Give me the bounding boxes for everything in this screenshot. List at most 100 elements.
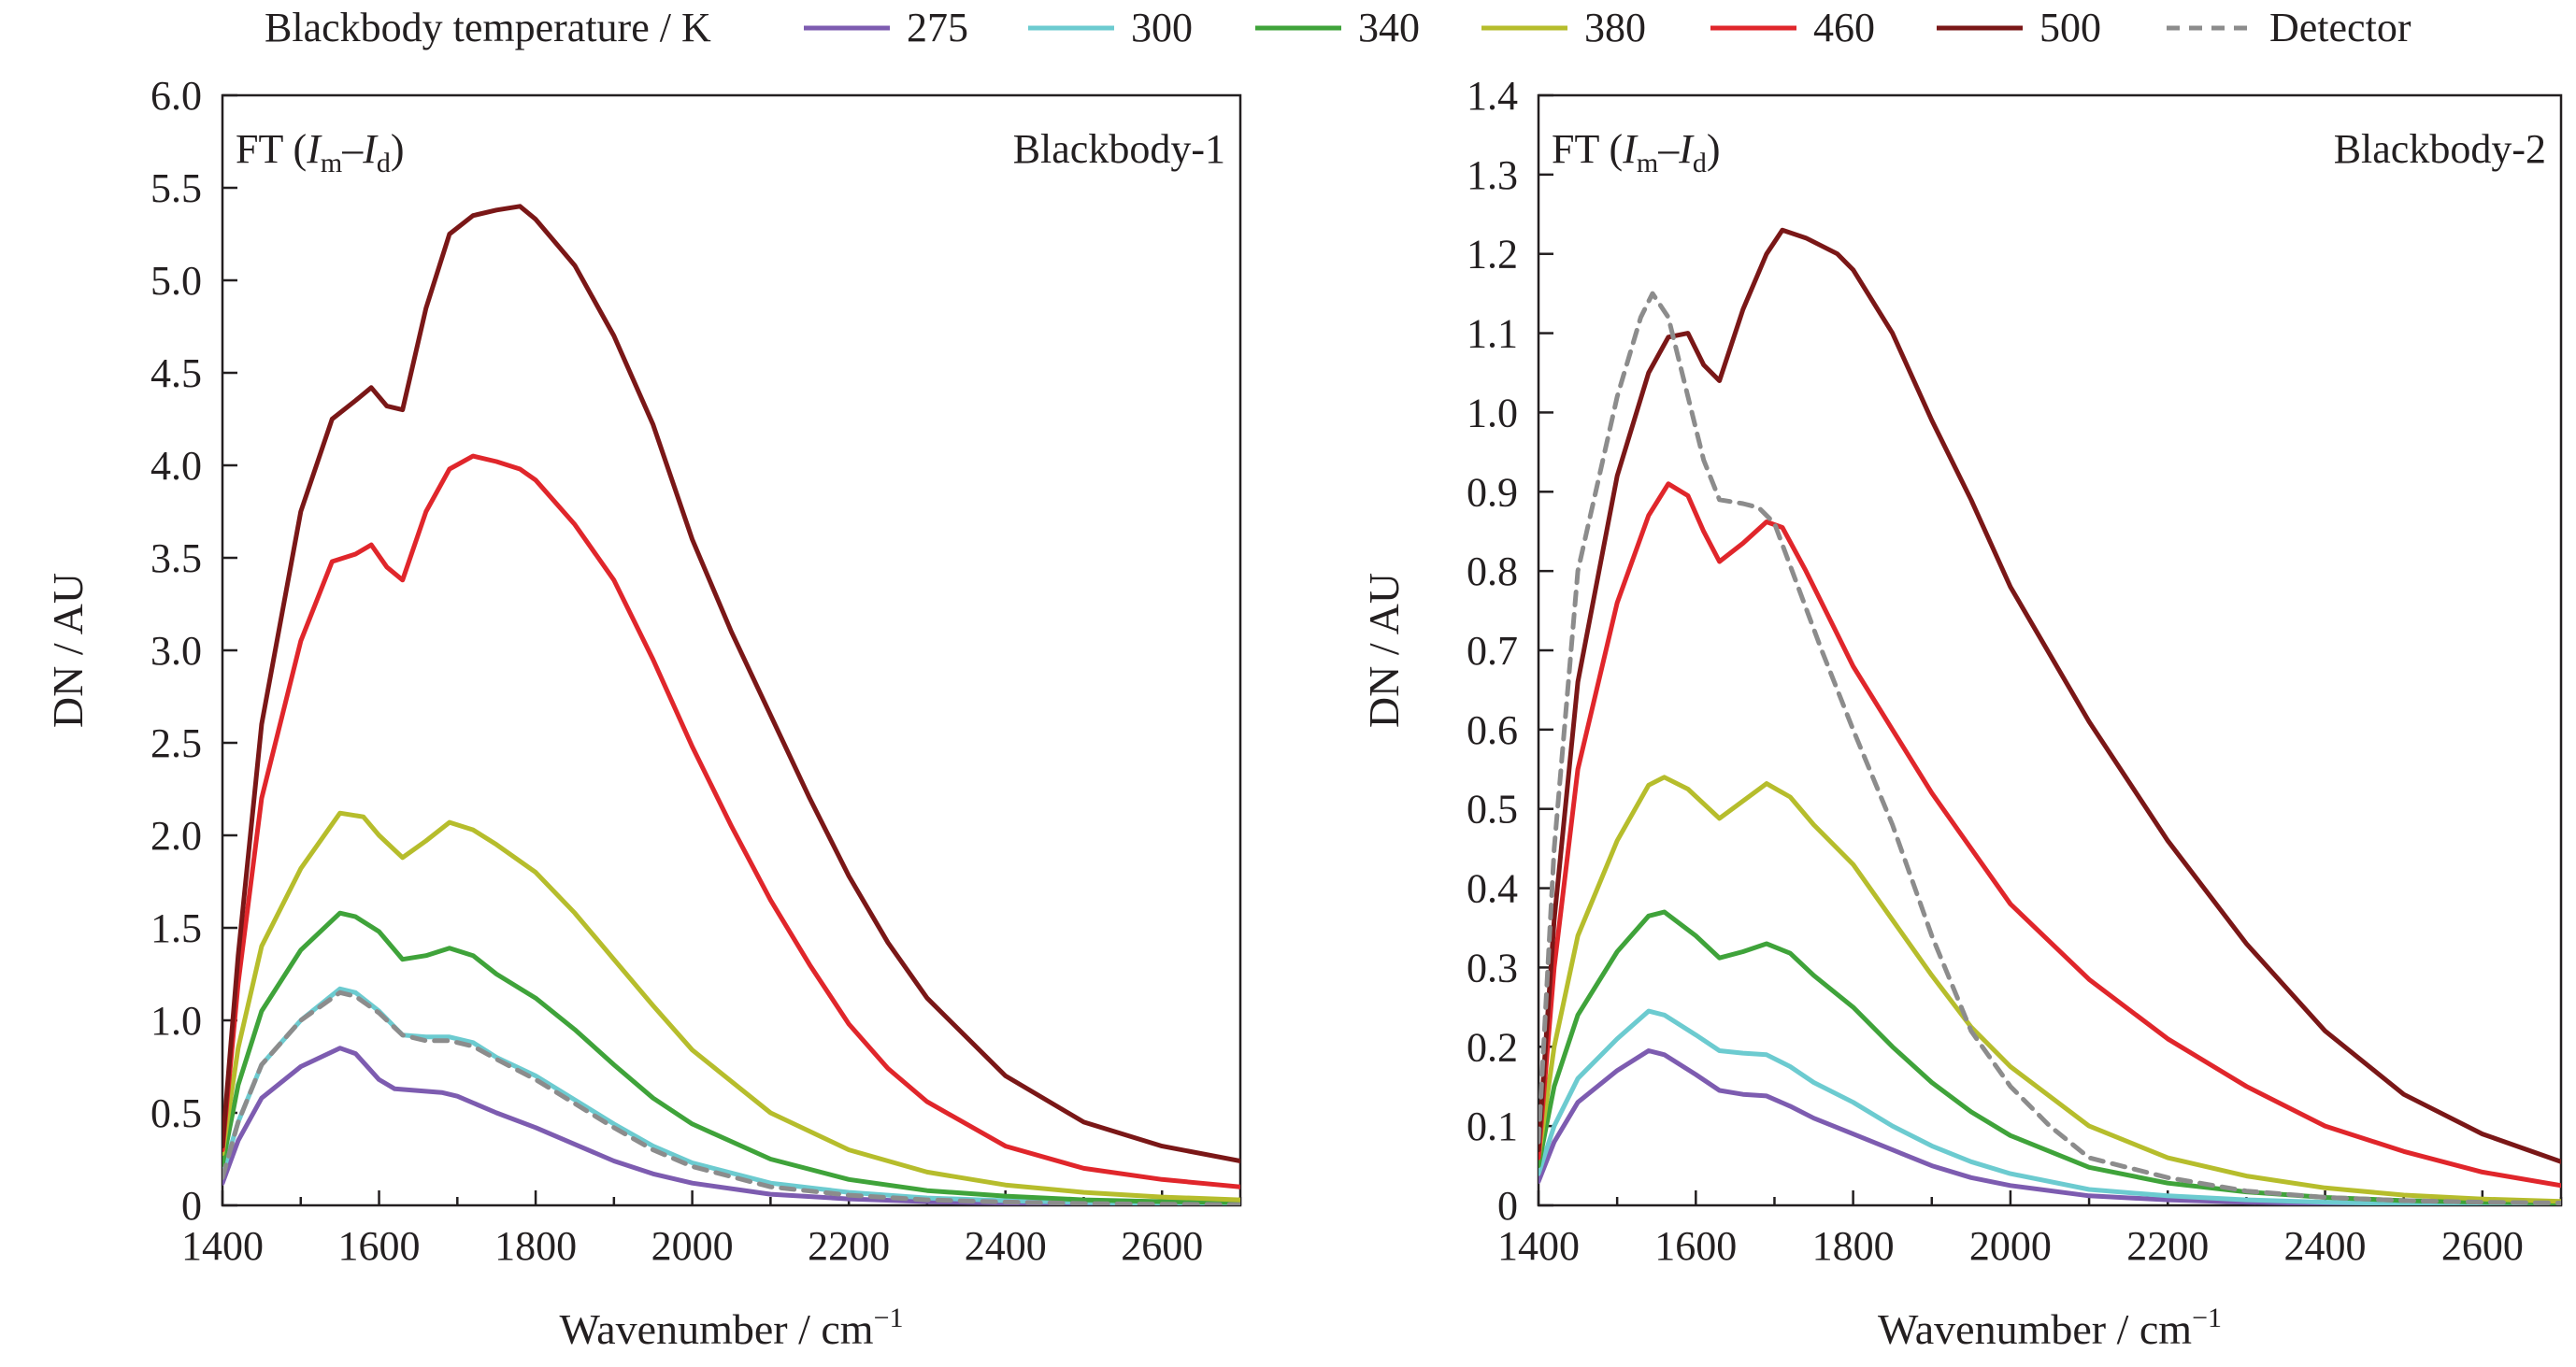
legend: Blackbody temperature / K 275 300 340 380 46… — [265, 5, 2411, 50]
annotation-part: FT ( — [1552, 126, 1623, 172]
annotation-part: FT ( — [236, 126, 307, 172]
x-tick-label: 1400 — [1497, 1223, 1580, 1269]
annotation-part: m — [321, 148, 342, 178]
y-tick-label: 3.5 — [150, 535, 202, 581]
panel-blackbody-2: 1400 1600 1800 2000 2200 2400 2600 0 0.1 0.2 0.3 0.… — [1360, 73, 2563, 1353]
legend-entries: 275 300 340 380 460 500 Detector — [804, 5, 2411, 50]
legend-label: Detector — [2269, 5, 2411, 50]
x-tick-label: 2400 — [965, 1223, 1047, 1269]
legend-label: 380 — [1584, 5, 1646, 50]
x-tick-label: 1600 — [338, 1223, 421, 1269]
annotation-part: ) — [391, 126, 405, 172]
x-tick-label: 1800 — [1812, 1223, 1895, 1269]
x-axis-title: Wavenumber / cm−1 — [1878, 1303, 2222, 1353]
series-line-300 — [222, 986, 1240, 1205]
series-group — [1538, 227, 2561, 1205]
y-tick-label: 1.0 — [150, 998, 202, 1044]
annotation-part: I — [1678, 126, 1695, 172]
legend-entry-300: 300 — [1028, 5, 1193, 50]
series-line-460 — [222, 453, 1240, 1189]
x-tick-label: 1600 — [1654, 1223, 1737, 1269]
y-tick-label: 5.0 — [150, 258, 202, 304]
series-line-300 — [1538, 1008, 2561, 1205]
series-line-380 — [1538, 775, 2561, 1204]
series-line-340 — [1538, 909, 2561, 1205]
y-tick-label: 0.9 — [1467, 469, 1518, 515]
y-tick-label: 0.4 — [1467, 866, 1518, 912]
y-tick-label: 0.8 — [1467, 548, 1518, 594]
x-axis-title-sup: −1 — [2192, 1303, 2222, 1333]
y-tick-label: 0.2 — [1467, 1024, 1518, 1070]
legend-label: 460 — [1813, 5, 1875, 50]
y-axis-title: DN / AU — [44, 573, 92, 728]
y-axis-title: DN / AU — [1360, 573, 1408, 728]
y-tick-label: 6.0 — [150, 73, 202, 119]
legend-label: 300 — [1131, 5, 1193, 50]
y-tick-label: 0.3 — [1467, 945, 1518, 990]
series-line-340 — [222, 910, 1240, 1205]
y-tick-label: 0 — [1497, 1183, 1518, 1229]
x-tick-label: 2200 — [2126, 1223, 2209, 1269]
panel-title: Blackbody-2 — [2334, 126, 2546, 172]
y-tick-label: 3.0 — [150, 628, 202, 674]
annotation-part: d — [377, 148, 391, 178]
legend-entry-380: 380 — [1481, 5, 1646, 50]
series-line-detector — [222, 990, 1240, 1205]
y-tick-label: 4.5 — [150, 350, 202, 396]
series-group — [222, 204, 1240, 1205]
legend-label: 275 — [907, 5, 968, 50]
series-line-460 — [1538, 481, 2561, 1189]
legend-entry-340: 340 — [1255, 5, 1420, 50]
x-tick-label: 2600 — [1121, 1223, 1203, 1269]
y-tick-label: 1.4 — [1467, 73, 1518, 119]
annotation-part: – — [1657, 126, 1680, 172]
y-tick-label: 2.5 — [150, 720, 202, 766]
series-line-275 — [222, 1046, 1240, 1205]
legend-entry-460: 460 — [1710, 5, 1875, 50]
legend-entry-detector: Detector — [2167, 5, 2411, 50]
y-tick-label: 0.1 — [1467, 1104, 1518, 1149]
y-tick-label: 5.5 — [150, 165, 202, 211]
annotation-part: I — [362, 126, 379, 172]
annotation-ft: FT (Im–Id) — [1552, 126, 1721, 178]
y-tick-label: 1.0 — [1467, 390, 1518, 435]
y-tick-label: 0.6 — [1467, 707, 1518, 753]
legend-entry-500: 500 — [1937, 5, 2101, 50]
y-tick-label: 0.5 — [1467, 787, 1518, 833]
legend-label: 500 — [2039, 5, 2101, 50]
y-tick-label: 1.2 — [1467, 232, 1518, 278]
x-tick-label: 2000 — [1969, 1223, 2052, 1269]
x-axis-title: Wavenumber / cm−1 — [560, 1303, 904, 1353]
x-tick-label: 2400 — [2284, 1223, 2367, 1269]
panel-title: Blackbody-1 — [1013, 126, 1225, 172]
x-axis-title-sup: −1 — [874, 1303, 904, 1333]
series-line-detector — [1538, 291, 2561, 1205]
annotation-part: I — [306, 126, 322, 172]
legend-title: Blackbody temperature / K — [265, 5, 711, 50]
panel-blackbody-1: 1400 1600 1800 2000 2200 2400 2600 0 0.5 1.0 1.5 2.… — [44, 73, 1242, 1353]
y-tick-label: 1.1 — [1467, 311, 1518, 357]
annotation-ft: FT (Im–Id) — [236, 126, 405, 178]
series-line-380 — [222, 810, 1240, 1203]
y-tick-label: 4.0 — [150, 443, 202, 489]
annotation-part: ) — [1707, 126, 1721, 172]
annotation-part: d — [1693, 148, 1707, 178]
series-line-500 — [222, 204, 1240, 1163]
y-tick-label: 0.7 — [1467, 628, 1518, 674]
x-tick-label: 2000 — [651, 1223, 734, 1269]
y-tick-label: 0 — [181, 1183, 202, 1229]
x-tick-label: 2200 — [808, 1223, 890, 1269]
annotation-part: – — [341, 126, 364, 172]
legend-label: 340 — [1358, 5, 1420, 50]
y-tick-label: 0.5 — [150, 1090, 202, 1136]
legend-entry-275: 275 — [804, 5, 968, 50]
series-line-500 — [1538, 227, 2561, 1164]
y-tick-label: 2.0 — [150, 813, 202, 859]
y-tick-label: 1.3 — [1467, 152, 1518, 198]
plot-frame — [221, 93, 1242, 1207]
annotation-part: m — [1637, 148, 1658, 178]
annotation-part: I — [1622, 126, 1639, 172]
y-tick-label: 1.5 — [150, 905, 202, 951]
x-tick-label: 1400 — [181, 1223, 264, 1269]
